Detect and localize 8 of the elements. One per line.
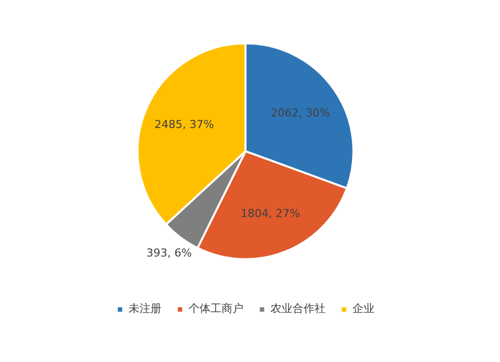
legend-label: 企业 bbox=[352, 301, 374, 316]
legend-label: 农业合作社 bbox=[270, 301, 326, 316]
legend-label: 未注册 bbox=[128, 301, 162, 316]
data-label: 2485, 37% bbox=[154, 118, 214, 131]
data-label: 1804, 27% bbox=[240, 206, 300, 220]
data-label: 393, 6% bbox=[146, 246, 192, 260]
data-label: 2062, 30% bbox=[270, 106, 330, 120]
legend-label: 个体工商户 bbox=[188, 301, 244, 316]
